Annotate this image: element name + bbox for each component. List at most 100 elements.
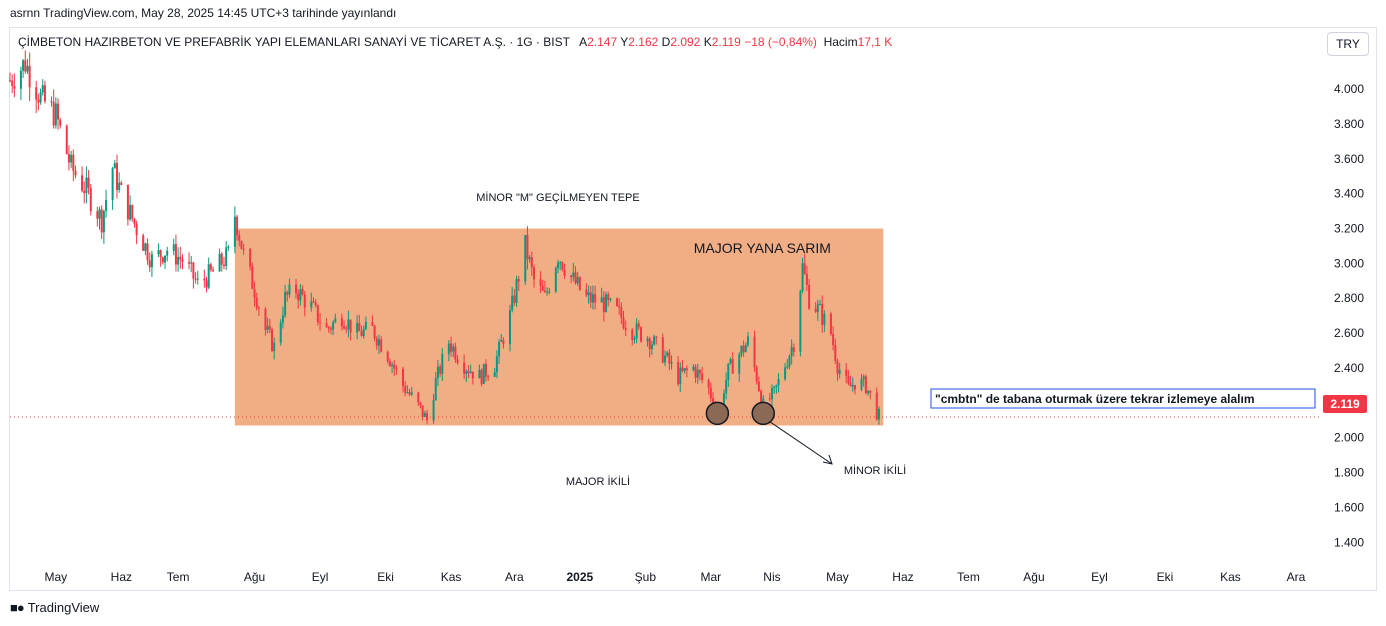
candle-body [570,275,573,278]
candle-body [508,310,511,345]
candle-body [371,321,374,326]
candle-body [28,65,31,88]
candle-body [832,333,835,346]
candle-body [242,248,245,250]
candle-body [102,210,105,233]
x-tick-label: Kas [1220,570,1241,584]
zone-label: MAJOR YANA SARIM [694,240,831,256]
volume-value: 17,1 K [857,35,893,49]
candle-body [286,291,289,295]
candle-body [303,294,306,308]
candle-body [864,376,867,394]
candle-body [574,272,577,284]
candle-body [57,103,60,120]
low-label: D [661,35,671,49]
candle-body [572,272,575,278]
x-tick-label: May [45,570,68,584]
candle-body [740,345,743,355]
candle-body [364,321,367,329]
candle-body [757,381,760,391]
candle-body [375,338,378,346]
candle-body [707,379,710,388]
y-tick-label: 1.800 [1334,466,1364,480]
y-tick-label: 2.400 [1334,361,1364,375]
candle-body [52,101,55,126]
candle-body [439,366,442,374]
candle-body [391,364,394,366]
candle-body [203,278,206,281]
candle-body [96,211,99,219]
candle-body [67,153,70,163]
candle-body [666,352,669,356]
candle-body [314,302,317,306]
candle-body [773,386,776,389]
candle-body [131,205,134,219]
candle-body [89,187,92,212]
candle-body [85,177,88,194]
candle-body [515,279,518,303]
candle-body [316,305,319,323]
candle-body [648,338,651,350]
candle-body [159,250,162,258]
candle-body [513,295,516,303]
candle-body [701,373,704,380]
candle-body [692,366,695,371]
candle-body [334,318,337,323]
candle-body [222,264,225,266]
candle-body [533,267,535,280]
candle-body [777,379,780,386]
candle-body [469,371,472,373]
candle-body [819,304,822,306]
currency-button[interactable]: TRY [1327,32,1369,56]
x-tick-label: Tem [167,570,190,584]
candle-body [637,323,640,328]
candle-body [207,264,210,288]
candle-body [380,339,383,352]
candle-body [511,295,514,311]
high-value: 2.162 [628,35,659,49]
candle-body [563,269,566,276]
candle-body [373,325,376,339]
symbol-name[interactable]: ÇİMBETON HAZIRBETON VE PREFABRİK YAPI EL… [18,35,570,49]
candle-body [299,289,302,301]
candle-body [340,318,343,327]
candle-body [498,341,501,357]
candle-body [386,351,389,361]
published-info: asrnn TradingView.com, May 28, 2025 14:4… [10,6,397,20]
candle-body [742,345,745,353]
candle-body [670,362,673,364]
candle-body [602,297,605,313]
candle-body [528,257,531,260]
candle-body [624,328,627,330]
candle-body [271,329,273,351]
candle-body [81,175,84,191]
candle-body [478,369,481,379]
candle-body [546,291,549,293]
candle-body [539,279,542,286]
brand[interactable]: ■● TradingView [10,600,99,615]
candle-body [709,387,712,399]
candle-body [755,367,758,382]
symbol-legend: ÇİMBETON HAZIRBETON VE PREFABRİK YAPI EL… [18,35,892,49]
chart-frame[interactable] [9,27,1377,591]
candle-body [729,359,732,364]
double-bottom-marker [705,401,730,426]
candle-body [877,409,880,420]
candle-body [635,323,638,339]
candle-body [417,392,420,403]
candle-body [530,257,533,268]
candle-body [557,262,560,268]
candle-body [633,338,636,340]
brand-name: TradingView [27,600,100,615]
candle-body [655,336,658,338]
candle-body [685,368,688,371]
y-tick-label: 2.800 [1334,291,1364,305]
candle-body [22,60,25,71]
candle-body [668,352,671,364]
candle-body [600,297,603,303]
x-tick-label: Eyl [1091,570,1108,584]
candle-body [554,267,557,292]
candle-body [775,385,778,387]
candle-body [867,390,870,394]
